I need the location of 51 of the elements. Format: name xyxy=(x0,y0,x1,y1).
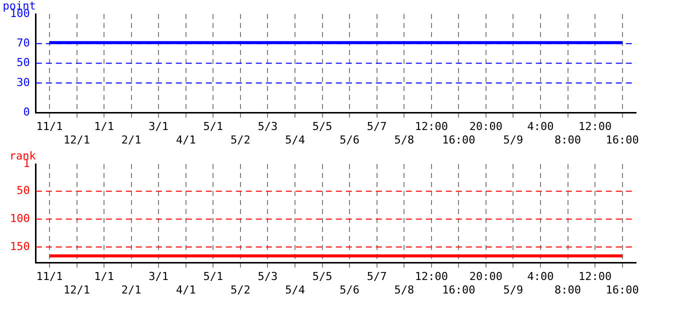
x-tick-label: 3/1 xyxy=(148,270,169,284)
x-tick-label: 16:00 xyxy=(606,133,639,146)
x-tick-label: 12:00 xyxy=(414,270,448,284)
y-tick-label: 70 xyxy=(16,36,30,50)
x-tick-label: 5/4 xyxy=(285,133,306,146)
y-tick-label: 30 xyxy=(16,76,30,89)
x-tick-label: 5/2 xyxy=(230,133,250,146)
x-tick-label: 16:00 xyxy=(442,283,476,296)
x-tick-label: 12/1 xyxy=(64,283,90,296)
x-tick-label: 11/1 xyxy=(36,120,63,134)
x-tick-label: 4/1 xyxy=(176,133,196,146)
x-tick-label: 5/7 xyxy=(366,120,387,134)
x-tick-label: 5/1 xyxy=(203,270,224,284)
x-tick-label: 5/8 xyxy=(394,133,414,146)
x-tick-label: 1/1 xyxy=(94,120,114,134)
x-tick-label: 2/1 xyxy=(121,133,142,146)
y-tick-label: 150 xyxy=(10,240,30,253)
x-tick-label: 16:00 xyxy=(442,133,476,146)
x-tick-label: 12:00 xyxy=(414,120,448,134)
x-tick-label: 8:00 xyxy=(554,133,582,146)
x-tick-label: 5/3 xyxy=(258,120,278,134)
x-tick-label: 5/5 xyxy=(312,120,332,134)
x-tick-label: 11/1 xyxy=(36,270,63,284)
y-tick-label: 0 xyxy=(23,105,30,118)
x-tick-label: 8:00 xyxy=(554,283,582,296)
x-tick-label: 2/1 xyxy=(121,283,142,296)
x-tick-label: 5/4 xyxy=(285,283,306,296)
y-tick-label: 50 xyxy=(16,56,30,70)
x-tick-label: 5/6 xyxy=(340,283,360,296)
x-tick-label: 5/5 xyxy=(312,270,332,284)
x-tick-label: 5/6 xyxy=(340,133,360,146)
x-tick-label: 5/1 xyxy=(203,120,224,134)
x-tick-label: 20:00 xyxy=(469,120,503,134)
x-tick-label: 5/7 xyxy=(366,270,387,284)
x-tick-label: 5/9 xyxy=(503,133,524,146)
y-tick-label: 100 xyxy=(10,212,30,226)
x-tick-label: 1/1 xyxy=(94,270,114,284)
x-tick-label: 16:00 xyxy=(606,283,639,296)
x-tick-label: 5/3 xyxy=(258,270,278,284)
x-tick-label: 12:00 xyxy=(578,120,612,134)
x-tick-label: 5/8 xyxy=(394,283,414,296)
y-tick-label: 50 xyxy=(16,184,30,198)
x-tick-label: 20:00 xyxy=(469,270,503,284)
x-tick-label: 4/1 xyxy=(176,283,196,296)
x-tick-label: 5/2 xyxy=(230,283,250,296)
x-tick-label: 3/1 xyxy=(148,120,169,134)
x-tick-label: 5/9 xyxy=(503,283,524,296)
x-tick-label: 12/1 xyxy=(64,133,90,146)
x-tick-label: 12:00 xyxy=(578,270,612,284)
x-tick-label: 4:00 xyxy=(527,120,554,134)
x-tick-label: 4:00 xyxy=(527,270,554,284)
